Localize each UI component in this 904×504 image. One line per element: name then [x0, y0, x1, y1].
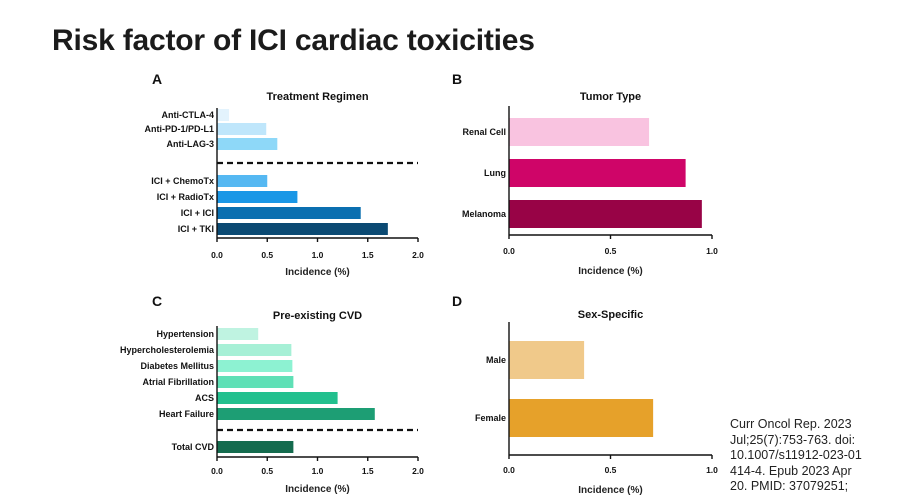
category-label-hypertension: Hypertension: [156, 329, 214, 339]
x-tick-label: 1.0: [706, 246, 718, 256]
chart-sex-specific: D Sex-Specific Male Female 0.0 0.5 1.0 Incidenc…: [452, 293, 718, 496]
x-tick-label: 0.5: [261, 466, 273, 476]
category-label-female: Female: [475, 413, 506, 423]
x-tick-label: 1.5: [362, 466, 374, 476]
category-label-anti-lag-3: Anti-LAG-3: [167, 139, 215, 149]
x-axis-title: Incidence (%): [578, 485, 642, 496]
panel-letter: A: [152, 71, 162, 87]
chart-treatment-regimen: A Treatment Regimen Anti-CTLA-4 Anti-PD-1/P…: [145, 71, 425, 278]
chart-title: Treatment Regimen: [266, 91, 368, 103]
x-tick-label: 0.0: [503, 246, 515, 256]
bar-anti-pd-1-pd-l1: [217, 123, 267, 135]
category-label-anti-ctla-4: Anti-CTLA-4: [162, 110, 215, 120]
chart-title: Sex-Specific: [578, 309, 643, 321]
x-axis-title: Incidence (%): [285, 484, 349, 495]
bar-anti-lag-3: [217, 138, 278, 150]
category-label-ici-ici: ICI + ICI: [181, 208, 214, 218]
panel-letter: B: [452, 71, 462, 87]
bar-diabetes-mellitus: [217, 360, 293, 372]
chart-tumor-type: B Tumor Type Renal Cell Lung Melanoma 0.0 0.5 1…: [452, 71, 718, 277]
category-label-renal-cell: Renal Cell: [462, 127, 506, 137]
category-label-male: Male: [486, 355, 506, 365]
bar-hypertension: [217, 328, 259, 340]
page-title: Risk factor of ICI cardiac toxicities: [52, 24, 535, 57]
bar-melanoma: [509, 200, 702, 228]
category-label-hypercholesterolemia: Hypercholesterolemia: [120, 345, 215, 355]
bar-hypercholesterolemia: [217, 344, 292, 356]
category-label-total-cvd: Total CVD: [172, 442, 215, 452]
chart-title: Tumor Type: [580, 91, 641, 103]
category-label-lung: Lung: [484, 168, 506, 178]
panel-letter: D: [452, 293, 462, 309]
category-label-atrial-fibrillation: Atrial Fibrillation: [142, 377, 214, 387]
x-tick-label: 0.5: [261, 250, 273, 260]
bar-anti-ctla-4: [217, 109, 230, 121]
x-tick-label: 0.0: [211, 250, 223, 260]
x-tick-label: 1.5: [362, 250, 374, 260]
bar-ici-chemotx: [217, 175, 268, 187]
bar-heart-failure: [217, 408, 375, 420]
bar-atrial-fibrillation: [217, 376, 294, 388]
panel-letter: C: [152, 293, 162, 309]
x-axis-title: Incidence (%): [285, 267, 349, 278]
category-label-melanoma: Melanoma: [462, 209, 507, 219]
x-tick-label: 1.0: [312, 466, 324, 476]
bar-acs: [217, 392, 338, 404]
x-tick-label: 2.0: [412, 250, 424, 260]
category-label-ici-chemotx: ICI + ChemoTx: [151, 176, 214, 186]
bar-ici-tki: [217, 223, 388, 235]
x-tick-label: 1.0: [706, 465, 718, 475]
x-tick-label: 0.0: [503, 465, 515, 475]
x-tick-label: 0.0: [211, 466, 223, 476]
bar-ici-radiotx: [217, 191, 298, 203]
category-label-ici-tki: ICI + TKI: [178, 224, 214, 234]
x-axis-title: Incidence (%): [578, 266, 642, 277]
category-label-heart-failure: Heart Failure: [159, 409, 214, 419]
bar-male: [509, 341, 585, 379]
citation-text: Curr Oncol Rep. 2023 Jul;25(7):753-763. …: [730, 417, 862, 493]
bar-renal-cell: [509, 118, 650, 146]
bar-total-cvd: [217, 441, 294, 453]
category-label-anti-pd-1-pd-l1: Anti-PD-1/PD-L1: [145, 124, 215, 134]
bar-female: [509, 399, 654, 437]
category-label-ici-radiotx: ICI + RadioTx: [157, 192, 214, 202]
bar-ici-ici: [217, 207, 361, 219]
x-tick-label: 1.0: [312, 250, 324, 260]
x-tick-label: 0.5: [605, 465, 617, 475]
chart-pre-existing-cvd: C Pre-existing CVD Hypertension Hypercholes…: [120, 293, 424, 495]
chart-title: Pre-existing CVD: [273, 310, 362, 322]
x-tick-label: 2.0: [412, 466, 424, 476]
bar-lung: [509, 159, 686, 187]
category-label-diabetes-mellitus: Diabetes Mellitus: [140, 361, 214, 371]
x-tick-label: 0.5: [605, 246, 617, 256]
category-label-acs: ACS: [195, 393, 214, 403]
